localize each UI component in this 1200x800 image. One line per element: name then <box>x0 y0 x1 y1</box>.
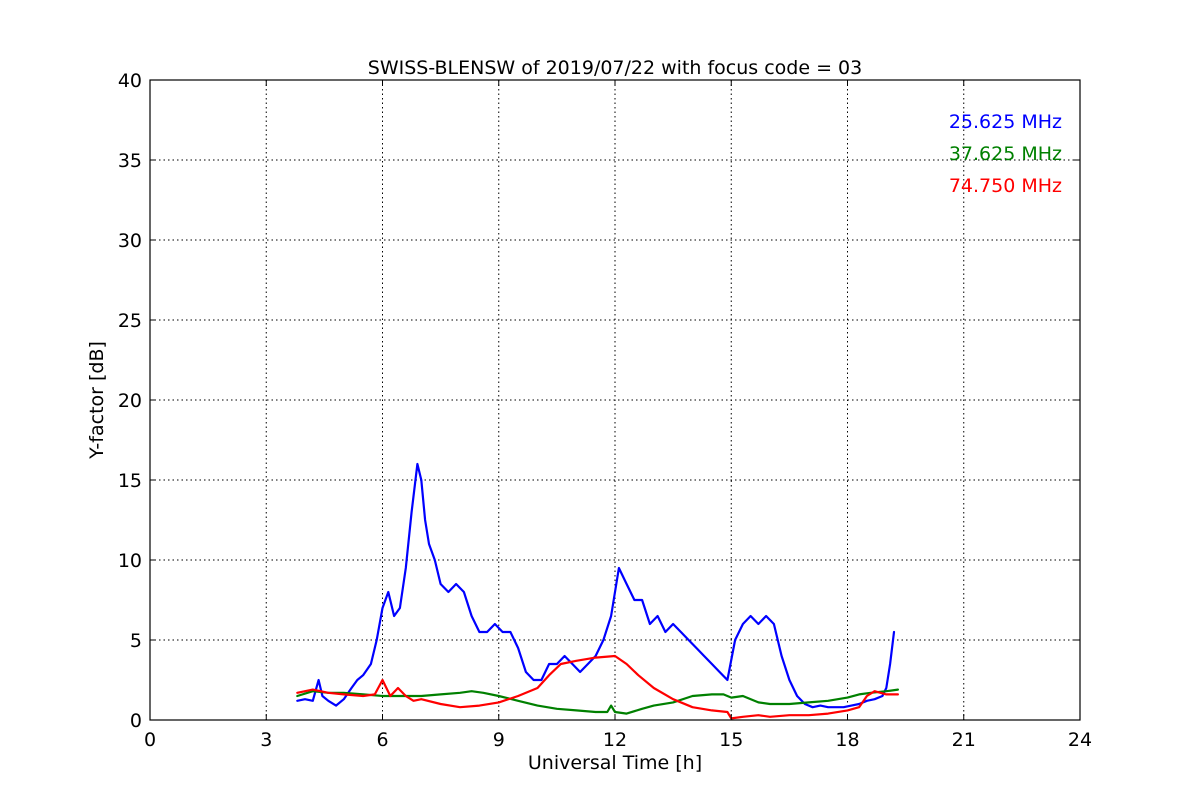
y-tick-label: 5 <box>130 630 142 652</box>
legend-entry: 74.750 MHz <box>949 175 1062 197</box>
x-tick-label: 18 <box>835 729 859 751</box>
y-tick-label: 0 <box>130 710 142 732</box>
y-tick-label: 15 <box>118 470 142 492</box>
y-tick-label: 40 <box>118 70 142 92</box>
y-tick-label: 35 <box>118 150 142 172</box>
y-axis-title: Y-factor [dB] <box>86 341 108 460</box>
legend: 25.625 MHz 37.625 MHz 74.750 MHz <box>949 111 1062 197</box>
x-tick-label: 9 <box>493 729 505 751</box>
x-axis-title: Universal Time [h] <box>528 752 702 774</box>
y-tick-label: 10 <box>118 550 142 572</box>
plot-area <box>296 462 900 720</box>
chart-title: SWISS-BLENSW of 2019/07/22 with focus co… <box>368 57 862 79</box>
x-tick-label: 0 <box>144 729 156 751</box>
y-tick-label: 20 <box>118 390 142 412</box>
series-line-1 <box>296 688 900 715</box>
grid <box>150 80 1080 720</box>
y-axis: 0 5 10 15 20 25 30 35 40 <box>118 70 142 732</box>
x-tick-label: 15 <box>719 729 743 751</box>
x-tick-label: 6 <box>376 729 388 751</box>
series-line-2 <box>296 654 900 720</box>
x-tick-label: 24 <box>1068 729 1092 751</box>
x-axis: 0 3 6 9 12 15 18 21 24 <box>144 729 1092 751</box>
x-tick-label: 12 <box>603 729 627 751</box>
series-line-0 <box>296 462 896 709</box>
x-tick-label: 3 <box>260 729 272 751</box>
y-tick-label: 30 <box>118 230 142 252</box>
legend-entry: 37.625 MHz <box>949 143 1062 165</box>
legend-entry: 25.625 MHz <box>949 111 1062 133</box>
y-tick-label: 25 <box>118 310 142 332</box>
x-tick-label: 21 <box>952 729 976 751</box>
axis-ticks <box>149 79 1081 721</box>
